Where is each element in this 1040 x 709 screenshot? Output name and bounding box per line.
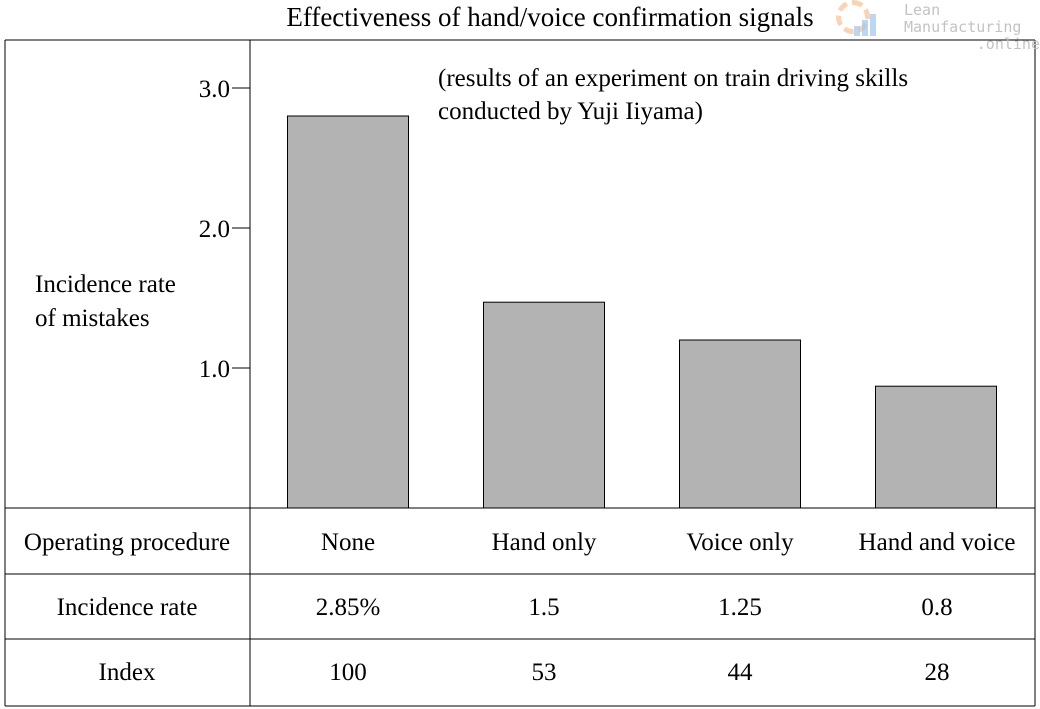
table-row-label: Index — [98, 659, 156, 686]
bar — [679, 339, 801, 509]
y-tick-label: 2.0 — [199, 216, 230, 243]
y-axis-label: Incidence rate of mistakes — [35, 268, 176, 336]
y-tick-label: 1.0 — [199, 356, 230, 383]
table-grid — [5, 507, 1035, 707]
table-cell: 44 — [727, 659, 753, 686]
table-cell: 53 — [531, 659, 557, 686]
table-cell: 2.85% — [315, 593, 381, 621]
table-cell: 1.25 — [718, 593, 762, 621]
bar-chart-icon — [852, 10, 878, 36]
experiment-note-line1: (results of an experiment on train drivi… — [438, 65, 909, 92]
table-cell: 0.8 — [921, 593, 953, 621]
table-header-label: Operating procedure — [23, 528, 231, 556]
table-cell: 1.5 — [528, 593, 560, 621]
table-column-header: Hand and voice — [858, 528, 1016, 556]
watermark-line1: Lean — [904, 1, 941, 19]
bar — [875, 385, 997, 509]
table-cell: 100 — [329, 659, 367, 686]
table-cell: 28 — [924, 659, 950, 686]
experiment-note: (results of an experiment on train drivi… — [438, 62, 908, 128]
table-column-header: Voice only — [686, 528, 794, 556]
watermark-line2: Manufacturing — [904, 18, 1022, 36]
bar — [287, 115, 409, 509]
bar-series — [287, 115, 997, 509]
y-axis: 1.0 2.0 3.0 — [199, 76, 250, 383]
table-column-header: Hand only — [491, 528, 597, 556]
watermark-line3: .online — [976, 35, 1040, 53]
table-row-label: Incidence rate — [56, 593, 198, 621]
chart-title: Effectiveness of hand/voice confirmation… — [286, 2, 814, 32]
bar — [483, 301, 605, 509]
gear-icon — [836, 0, 870, 34]
chart-frame — [4, 39, 1036, 706]
y-axis-label-line1: Incidence rate — [35, 271, 176, 298]
experiment-note-line2: conducted by Yuji Iiyama) — [438, 98, 703, 125]
table-column-header: None — [320, 528, 376, 556]
y-tick-label: 3.0 — [199, 76, 230, 103]
y-axis-label-line2: of mistakes — [35, 305, 150, 332]
